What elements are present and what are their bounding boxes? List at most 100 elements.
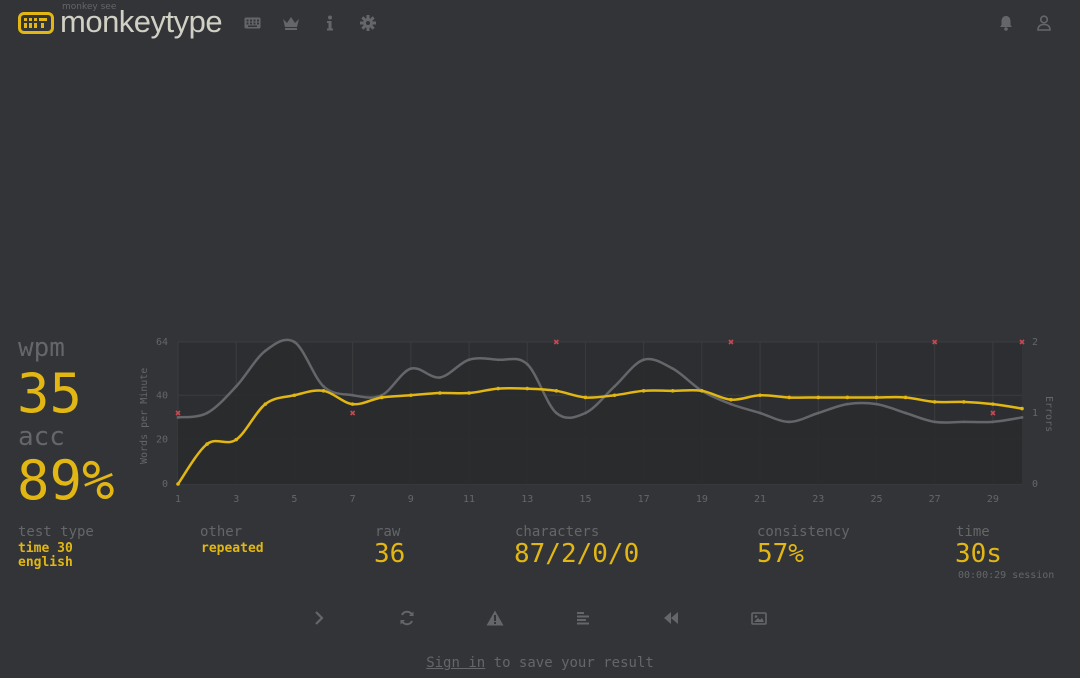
wpm-point [670, 389, 675, 393]
user-icon[interactable] [1035, 14, 1053, 32]
wpm-series-line [176, 386, 1023, 485]
sign-in-link[interactable]: Sign in [426, 655, 486, 671]
wpm-label: wpm [18, 333, 65, 363]
wpm-point [845, 395, 850, 400]
raw-value: 36 [374, 539, 406, 569]
save-result-prompt: Sign in to save your result [0, 655, 1080, 671]
raw-point [962, 420, 966, 424]
raw-point [467, 358, 471, 362]
raw-point [1020, 416, 1024, 419]
raw-point [613, 384, 616, 388]
other-value: repeated [201, 541, 264, 556]
x-tick-label: 11 [463, 494, 475, 505]
raw-point [816, 411, 820, 415]
x-tick-label: 21 [754, 494, 766, 505]
raw-point [933, 420, 937, 424]
raw-point [787, 420, 791, 424]
x-tick-label: 9 [408, 494, 414, 505]
next-test-button[interactable] [307, 606, 331, 630]
y-tick-label: 64 [156, 337, 168, 348]
keyboard-icon[interactable] [243, 14, 261, 32]
consistency-label: consistency [757, 524, 850, 540]
wpm-point [612, 393, 617, 398]
wpm-point [554, 389, 559, 393]
wpm-point [321, 389, 326, 393]
x-tick-label: 5 [291, 494, 297, 505]
x-tick-label: 25 [870, 494, 882, 505]
wpm-point [234, 437, 239, 442]
y2-tick-label: 2 [1032, 337, 1038, 348]
screenshot-button[interactable] [747, 606, 771, 630]
raw-point [205, 411, 209, 415]
bell-icon[interactable] [997, 14, 1015, 32]
error-marker [1019, 339, 1025, 345]
x-tick-label: 13 [521, 494, 533, 505]
raw-point [322, 384, 325, 388]
wpm-point [205, 442, 209, 446]
wpm-point [263, 402, 268, 406]
raw-point [438, 376, 442, 379]
wpm-point [874, 395, 879, 400]
word-history-icon [577, 612, 589, 625]
wpm-point [583, 395, 588, 400]
error-marker [728, 339, 734, 345]
logo-icon[interactable] [18, 12, 54, 34]
wpm-point [932, 400, 937, 404]
x-tick-label: 17 [638, 494, 650, 505]
replay-icon [664, 612, 678, 624]
wpm-point [641, 389, 646, 393]
y2-tick-label: 0 [1032, 479, 1038, 490]
test-type-label: test type [18, 524, 94, 540]
raw-series-line [177, 338, 1023, 424]
x-tick-label: 29 [987, 494, 999, 505]
replay-button[interactable] [659, 606, 683, 630]
wpm-point [758, 393, 762, 398]
info-icon[interactable] [321, 14, 339, 32]
logo-subtitle: monkey see [62, 2, 117, 12]
raw-point [554, 411, 558, 415]
wpm-point [438, 391, 442, 395]
report-button[interactable] [483, 606, 507, 630]
wpm-point [350, 402, 355, 406]
raw-point [263, 349, 267, 353]
error-marker [350, 410, 356, 416]
wpm-point [816, 395, 821, 400]
y-tick-label: 20 [156, 435, 168, 446]
wpm-point [467, 391, 471, 395]
gear-icon[interactable] [359, 14, 377, 32]
wpm-point [700, 389, 704, 393]
screenshot-image-icon [751, 611, 767, 625]
word-history-button[interactable] [571, 606, 595, 630]
restart-test-button-icon [400, 610, 414, 626]
x-tick-label: 15 [579, 494, 591, 505]
other-label: other [200, 524, 243, 540]
logo-text[interactable]: monkeytype [60, 4, 223, 39]
wpm-point [1020, 406, 1024, 411]
x-tick-label: 3 [233, 494, 239, 505]
save-result-text: to save your result [485, 655, 654, 671]
wpm-point [787, 395, 791, 400]
test-type-mode: time 30 [18, 541, 73, 556]
error-marker [932, 339, 938, 345]
raw-point [176, 416, 180, 419]
y-axis-label: Words per Minute [139, 368, 150, 464]
next-test-button-icon [315, 611, 324, 625]
error-marker [990, 410, 996, 416]
time-label: time [956, 524, 990, 540]
restart-test-button[interactable] [395, 606, 419, 630]
x-tick-label: 19 [696, 494, 708, 505]
raw-point [525, 362, 529, 366]
raw-point [991, 420, 995, 424]
time-value: 30s [955, 539, 1002, 569]
x-tick-label: 27 [929, 494, 941, 505]
test-type-language: english [18, 555, 73, 570]
session-time: 00:00:29 session [958, 570, 1055, 581]
raw-point [293, 340, 296, 344]
raw-point [234, 384, 238, 388]
consistency-value: 57% [757, 539, 804, 569]
wpm-point [292, 393, 297, 398]
raw-point [729, 402, 733, 406]
y-tick-label: 0 [162, 479, 168, 490]
wpm-point [729, 397, 733, 402]
crown-icon[interactable] [282, 14, 300, 32]
